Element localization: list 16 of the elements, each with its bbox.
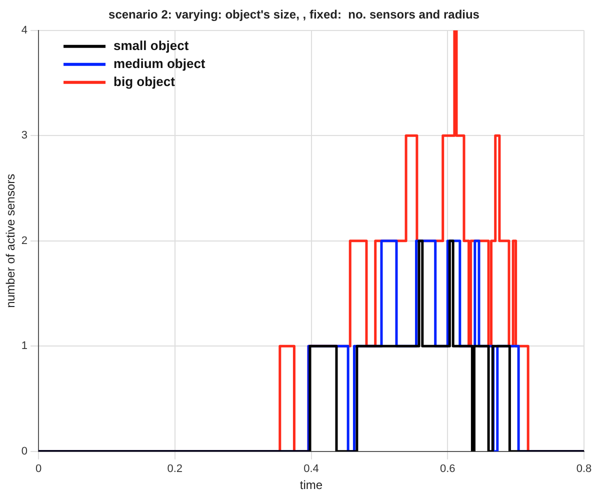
y-tick-label: 0 xyxy=(21,445,28,458)
y-tick-label: 2 xyxy=(21,234,28,247)
x-tick-label: 0.4 xyxy=(304,463,319,476)
x-tick-label: 0.6 xyxy=(440,463,456,476)
y-tick-label: 4 xyxy=(21,24,28,36)
legend-label: medium object xyxy=(114,56,206,71)
x-tick-label: 0.8 xyxy=(576,463,592,476)
legend-label: small object xyxy=(114,38,190,53)
x-tick-label: 0.2 xyxy=(167,463,183,476)
y-tick-label: 3 xyxy=(21,130,28,142)
y-tick-label: 1 xyxy=(21,340,28,352)
y-axis-title: number of active sensors xyxy=(4,174,18,308)
x-tick-label: 0 xyxy=(35,463,42,476)
chart-title: scenario 2: varying: object's size, , fixed: no. sensors and radius xyxy=(108,8,480,22)
x-axis-title: time xyxy=(300,478,323,492)
legend-label: big object xyxy=(114,74,176,89)
